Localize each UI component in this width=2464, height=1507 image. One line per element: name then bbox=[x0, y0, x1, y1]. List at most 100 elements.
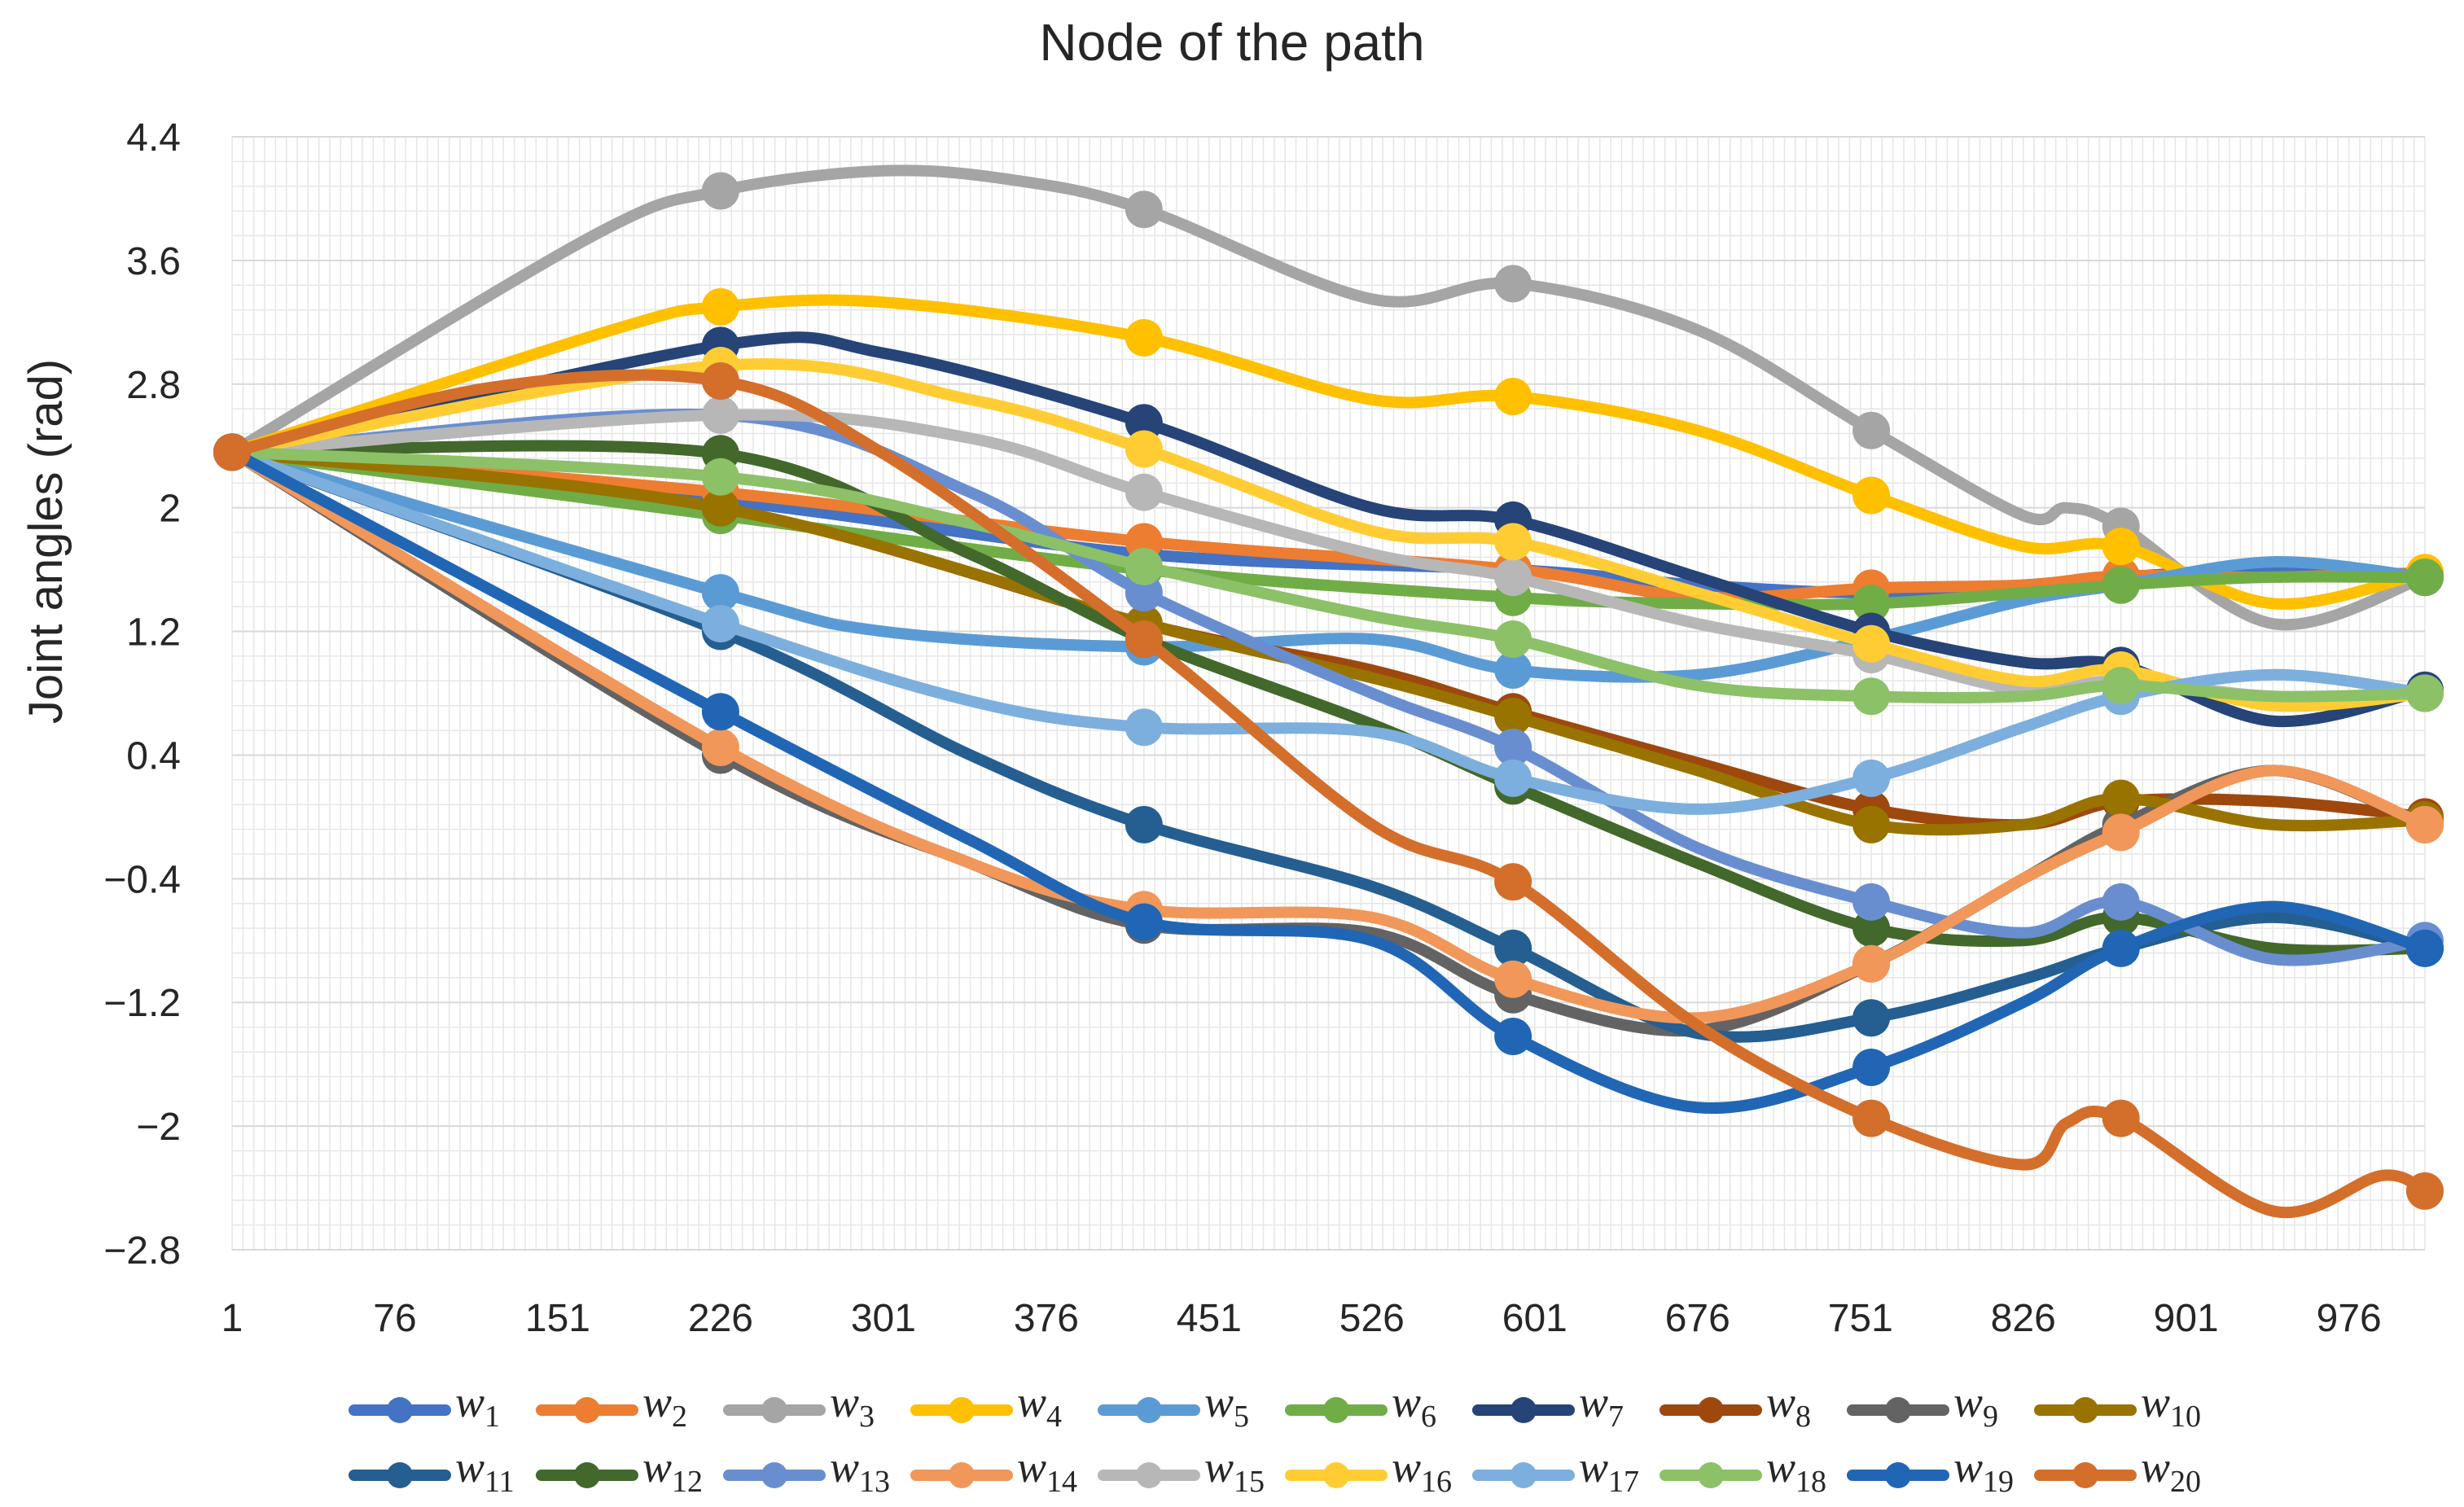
data-point-w14 bbox=[1852, 944, 1891, 983]
x-axis-ticks: 1 76 151 226 301 376 451 526 601 676 751 826 901 976 bbox=[221, 1297, 2382, 1340]
legend-swatch-marker bbox=[574, 1397, 600, 1423]
legend-swatch-marker bbox=[2072, 1397, 2098, 1423]
x-tick-label: 826 bbox=[1991, 1297, 2056, 1340]
x-tick-label: 601 bbox=[1502, 1297, 1567, 1340]
data-point-w13 bbox=[2102, 883, 2140, 921]
legend-swatch-marker bbox=[1698, 1397, 1724, 1423]
legend-label: w6 bbox=[1392, 1378, 1436, 1434]
legend-item-w10: w10 bbox=[2034, 1378, 2201, 1434]
y-tick-label: 2 bbox=[159, 488, 181, 531]
data-point-w18 bbox=[1494, 620, 1532, 659]
data-point-w6 bbox=[1852, 585, 1891, 623]
legend-swatch-marker bbox=[387, 1397, 413, 1423]
legend-item-w6: w6 bbox=[1285, 1378, 1436, 1434]
x-tick-label: 226 bbox=[688, 1297, 753, 1340]
data-point-w11 bbox=[1125, 805, 1163, 843]
series-w10 bbox=[213, 433, 2444, 843]
legend-item-w9: w9 bbox=[1847, 1378, 1998, 1434]
data-point-w19 bbox=[2406, 929, 2444, 967]
legend-swatch-marker bbox=[1885, 1397, 1911, 1423]
data-point-w4 bbox=[1494, 377, 1532, 415]
y-tick-label: 3.6 bbox=[126, 240, 181, 283]
x-tick-label: 151 bbox=[525, 1297, 590, 1340]
data-point-w20 bbox=[1852, 1099, 1891, 1137]
legend-item-w8: w8 bbox=[1659, 1378, 1811, 1434]
data-point-w18 bbox=[1125, 547, 1163, 585]
x-tick-label: 76 bbox=[373, 1297, 416, 1340]
data-point-w14 bbox=[701, 728, 739, 766]
legend-label: w5 bbox=[1204, 1378, 1249, 1434]
x-tick-label: 676 bbox=[1665, 1297, 1730, 1340]
data-point-w20 bbox=[1125, 620, 1163, 659]
data-point-w17 bbox=[1125, 708, 1163, 747]
y-tick-label: 4.4 bbox=[126, 116, 181, 160]
data-point-w13 bbox=[1852, 883, 1891, 921]
data-point-w3 bbox=[1125, 191, 1163, 229]
legend-label: w10 bbox=[2141, 1378, 2201, 1434]
data-point-w19 bbox=[2102, 929, 2140, 967]
data-point-w3 bbox=[701, 172, 739, 210]
data-point-w19 bbox=[1125, 903, 1163, 941]
data-point-w3 bbox=[1494, 265, 1532, 303]
y-tick-label: −0.4 bbox=[103, 858, 181, 901]
data-point-w14 bbox=[2102, 813, 2140, 852]
data-point-w6 bbox=[2102, 566, 2140, 604]
x-tick-label: 376 bbox=[1014, 1297, 1079, 1340]
legend-label: w18 bbox=[1766, 1443, 1826, 1499]
x-tick-label: 976 bbox=[2317, 1297, 2382, 1340]
legend-swatch-marker bbox=[1136, 1397, 1162, 1423]
legend-label: w1 bbox=[455, 1378, 500, 1434]
legend-swatch-marker bbox=[387, 1462, 413, 1488]
legend-item-w14: w14 bbox=[910, 1443, 1077, 1499]
data-point-w17 bbox=[1494, 759, 1532, 797]
data-point-w18 bbox=[2406, 674, 2444, 712]
data-point-w15 bbox=[1125, 473, 1163, 511]
legend-label: w14 bbox=[1017, 1443, 1077, 1499]
y-tick-label: −2 bbox=[136, 1106, 181, 1149]
legend-label: w15 bbox=[1204, 1443, 1265, 1499]
data-point-w4 bbox=[1852, 476, 1891, 515]
data-point-w14 bbox=[1494, 960, 1532, 998]
y-axis-ticks: 4.4 3.6 2.8 2 1.2 0.4 −0.4 −1.2 −2 −2.8 bbox=[103, 116, 181, 1273]
data-point-w10 bbox=[701, 488, 739, 527]
legend-swatch-marker bbox=[574, 1462, 600, 1488]
legend-swatch-marker bbox=[949, 1397, 975, 1423]
data-point-w4 bbox=[1125, 318, 1163, 357]
y-tick-label: 1.2 bbox=[126, 611, 181, 655]
data-point-w17 bbox=[1852, 759, 1891, 797]
legend-item-w11: w11 bbox=[349, 1443, 515, 1499]
legend-item-w17: w17 bbox=[1472, 1443, 1639, 1499]
legend-item-w12: w12 bbox=[536, 1443, 703, 1499]
legend-item-w15: w15 bbox=[1098, 1443, 1265, 1499]
data-point-w4 bbox=[701, 287, 739, 326]
data-point-w4 bbox=[2102, 528, 2140, 566]
data-point-w16 bbox=[1125, 430, 1163, 468]
data-point-w18 bbox=[701, 458, 739, 496]
data-point-w20 bbox=[1494, 863, 1532, 901]
legend-label: w19 bbox=[1953, 1443, 2014, 1499]
legend-swatch-marker bbox=[1510, 1397, 1537, 1423]
data-point-w18 bbox=[2102, 667, 2140, 705]
legend-item-w16: w16 bbox=[1285, 1443, 1452, 1499]
legend-label: w16 bbox=[1392, 1443, 1452, 1499]
legend-item-w7: w7 bbox=[1472, 1378, 1624, 1434]
legend-item-w13: w13 bbox=[723, 1443, 890, 1499]
y-tick-label: −2.8 bbox=[103, 1229, 181, 1273]
data-point-w13 bbox=[1494, 728, 1532, 766]
chart-title: Node of the path bbox=[1039, 13, 1424, 72]
data-point-w20 bbox=[2406, 1172, 2444, 1210]
data-point-w16 bbox=[1494, 523, 1532, 561]
legend-item-w3: w3 bbox=[723, 1378, 875, 1434]
legend-swatch-marker bbox=[1323, 1462, 1349, 1488]
legend-swatch-marker bbox=[761, 1397, 787, 1423]
data-point-w18 bbox=[1852, 677, 1891, 716]
series-w18 bbox=[213, 433, 2444, 716]
series-w20 bbox=[213, 361, 2444, 1219]
x-tick-label: 751 bbox=[1828, 1297, 1893, 1340]
data-point-w12 bbox=[1852, 909, 1891, 948]
data-point-w7 bbox=[1125, 404, 1163, 442]
legend-item-w20: w20 bbox=[2034, 1443, 2201, 1499]
data-point-w17 bbox=[701, 605, 739, 643]
legend-swatch-marker bbox=[2072, 1462, 2098, 1488]
